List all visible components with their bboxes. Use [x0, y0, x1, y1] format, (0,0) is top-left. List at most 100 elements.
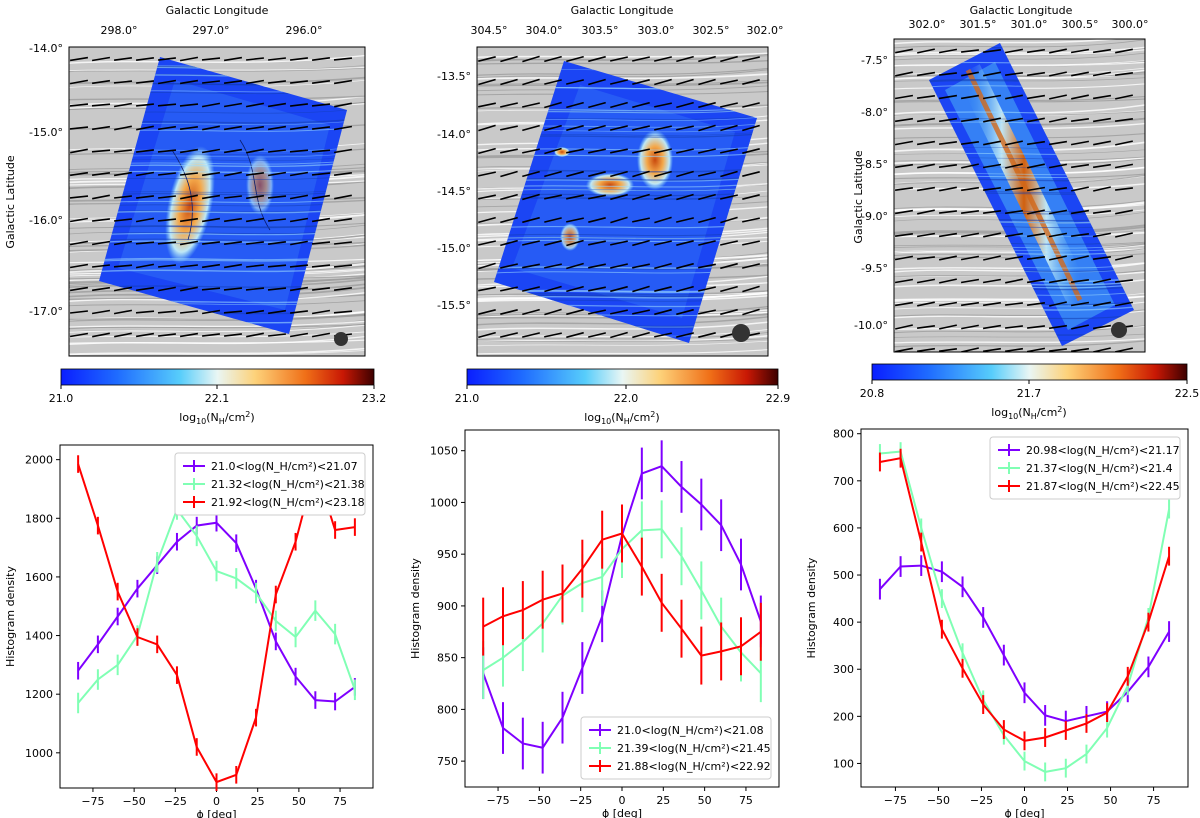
polarization-vector — [742, 285, 760, 293]
polarization-vector — [135, 332, 155, 338]
polarization-vector — [938, 232, 958, 238]
polarization-vector — [632, 285, 650, 293]
map-panel-2 — [476, 46, 769, 357]
polarization-vector — [157, 103, 177, 107]
polarization-vector — [500, 263, 518, 269]
polarization-vector — [500, 148, 518, 154]
map-3-xtick: 301.5° — [960, 18, 997, 31]
polarization-vector — [114, 218, 132, 222]
x-tick-label: 75 — [333, 795, 347, 808]
map-3-xlabel: Galactic Longitude — [970, 4, 1073, 17]
y-tick-label: 1600 — [25, 571, 53, 584]
polarization-vector — [566, 262, 584, 270]
polarization-vector — [202, 80, 220, 84]
polarization-vector — [1004, 48, 1024, 54]
polarization-vector — [157, 310, 177, 314]
polarization-vector — [290, 80, 308, 84]
y-tick-label: 1050 — [430, 445, 458, 458]
polarization-vector — [1026, 302, 1046, 306]
polarization-vector — [676, 101, 694, 109]
polarization-vector — [522, 216, 540, 224]
polarization-vector — [289, 194, 309, 200]
polarization-vector — [982, 301, 1002, 307]
polarization-vector — [201, 217, 221, 223]
polarization-vector — [201, 57, 221, 61]
polarization-vector — [1049, 348, 1067, 352]
polarization-vector — [333, 172, 353, 176]
polarization-vector — [223, 263, 243, 269]
polarization-vector — [676, 240, 694, 246]
y-tick-label: 2000 — [25, 454, 53, 467]
polarization-vector — [311, 80, 331, 84]
polarization-vector — [566, 124, 584, 132]
map-3-ytick: -9.5° — [861, 262, 888, 275]
polarization-vector — [1004, 209, 1024, 215]
polarization-vector — [223, 125, 243, 131]
polarization-vector — [91, 79, 111, 85]
polarization-vector — [916, 325, 936, 329]
polarization-vector — [982, 94, 1002, 100]
polarization-vector — [544, 332, 562, 338]
polarization-vector — [245, 102, 265, 108]
polarization-vector — [158, 172, 176, 176]
colorbar-3-tick: 21.7 — [1017, 387, 1042, 400]
polarization-vector — [544, 263, 562, 269]
polarization-vector — [333, 57, 353, 61]
polarization-vector — [268, 218, 286, 222]
polarization-vector — [698, 286, 716, 292]
polarization-vector — [157, 125, 177, 131]
polarization-vector — [268, 57, 286, 61]
polarization-vector — [267, 102, 287, 108]
polarization-vector — [500, 78, 518, 86]
polarization-vector — [1004, 232, 1024, 238]
polarization-vector — [544, 147, 562, 155]
polarization-vector — [698, 148, 716, 154]
polarization-vector — [698, 55, 716, 63]
polarization-vector — [939, 210, 957, 214]
polarization-vector — [1093, 278, 1111, 284]
y-tick-label: 1000 — [25, 747, 53, 760]
polarization-vector — [895, 347, 913, 352]
polarization-vector — [179, 148, 199, 154]
polarization-vector — [311, 172, 331, 176]
polarization-vector — [1114, 118, 1134, 122]
map-2-ytick: -13.5° — [437, 70, 471, 83]
polarization-vector — [982, 278, 1002, 284]
polarization-vector — [1004, 347, 1024, 352]
polarization-vector — [916, 117, 936, 123]
polarization-vector — [267, 264, 287, 268]
polarization-vector — [742, 102, 760, 108]
polarization-vector — [916, 232, 936, 238]
polarization-vector — [698, 193, 716, 201]
polarization-vector — [522, 102, 540, 108]
polarization-vector — [566, 331, 584, 339]
polarization-vector — [1026, 71, 1046, 77]
polarization-vector — [267, 171, 287, 177]
polarization-vector — [720, 194, 738, 200]
polarization-vector — [1071, 94, 1089, 100]
colorbar-3-tick: 22.5 — [1175, 387, 1200, 400]
polarization-vector — [179, 126, 199, 130]
polarization-vector — [311, 309, 331, 315]
polarization-vector — [223, 56, 243, 62]
map-panel-3 — [893, 38, 1146, 353]
polarization-vector — [544, 285, 562, 293]
polarization-vector — [290, 240, 308, 246]
polarization-vector — [91, 103, 111, 107]
x-tick-label: 0 — [1021, 794, 1028, 807]
x-axis-label: ϕ [deg] — [196, 808, 236, 818]
map-2-xtick: 303.5° — [582, 24, 619, 37]
x-tick-label: 75 — [739, 794, 753, 807]
polarization-vector — [961, 49, 979, 53]
polarization-vector — [1092, 232, 1112, 238]
polarization-vector — [566, 239, 584, 247]
polarization-vector — [245, 217, 265, 223]
polarization-vector — [1049, 117, 1067, 123]
x-tick-label: −25 — [970, 794, 993, 807]
polarization-vector — [522, 332, 540, 338]
polarization-vector — [333, 264, 353, 268]
polarization-vector — [742, 56, 760, 62]
polarization-vector — [1005, 278, 1023, 284]
polarization-vector — [1048, 163, 1068, 169]
